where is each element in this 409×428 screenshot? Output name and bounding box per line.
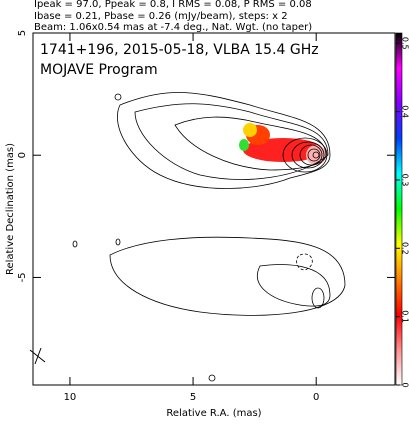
y-axis-label: Relative Declination (mas) [5,143,16,275]
header-line: Ibase = 0.21, Pbase = 0.26 (mJy/beam), s… [34,11,288,22]
chart-title: 1741+196, 2015-05-18, VLBA 15.4 GHz [40,42,319,58]
colorbar-tick-label: 0.5 [401,37,409,50]
y-tick-label: 5 [17,30,28,36]
x-tick-label: 5 [190,392,196,403]
x-tick-label: 10 [64,392,77,403]
header-line: Beam: 1.06x0.54 mas at -7.4 deg., Nat. W… [34,22,312,33]
colorbar-tick-label: 0.4 [401,105,409,118]
y-tick-label: 0 [17,152,28,158]
x-tick-label: 0 [313,392,319,403]
colorbar-tick-label: 0.1 [401,310,409,323]
header-line: Ipeak = 97.0, Ppeak = 0.8, I RMS = 0.08,… [34,0,312,10]
x-axis-label: Relative R.A. (mas) [166,408,261,419]
colorbar-tick-label: 0.3 [401,174,409,187]
chart-subtitle: MOJAVE Program [40,62,158,78]
colorbar-tick-label: 0.2 [401,242,409,255]
colorbar [396,33,402,385]
colorbar-tick-label: 0 [401,382,409,387]
plot-frame [33,33,395,385]
contours [30,92,345,381]
y-tick-label: -5 [17,272,28,282]
